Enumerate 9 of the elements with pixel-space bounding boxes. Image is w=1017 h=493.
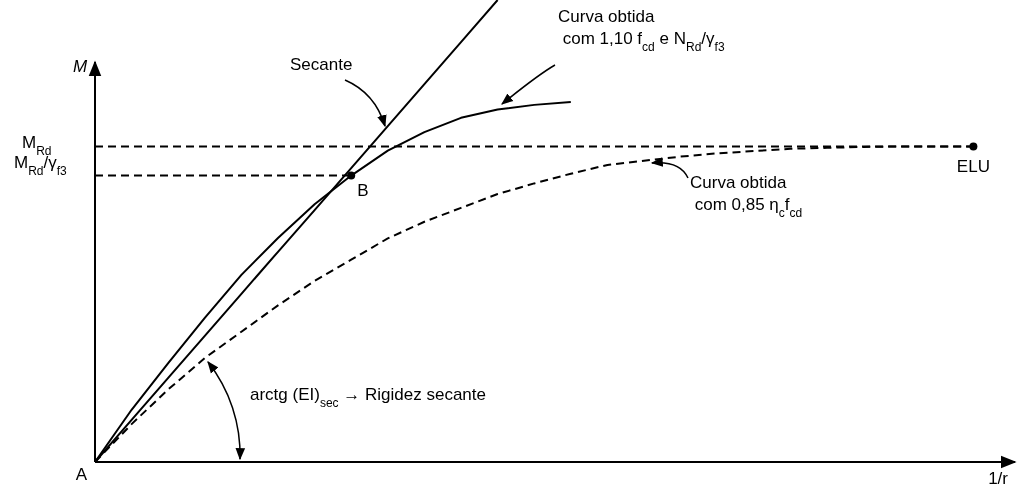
text: A: [75, 465, 88, 484]
annotation: arctg (EI)$_{sec}$ → Rigidez secante: [250, 385, 486, 410]
annotation: Curva obtida com 0,85 η$_{c}$f$_{cd}$: [690, 173, 803, 220]
annotation: Secante: [290, 55, 353, 74]
x-axis-title: 1/r: [988, 469, 1009, 488]
annotation: Curva obtida com 1,10 f$_{cd}$ e N$_{Rd}$/γ$_{f3}$: [558, 7, 725, 54]
annotation: B: [357, 181, 369, 200]
y-axis-title: M: [73, 57, 88, 76]
annotation: ELU: [956, 157, 990, 176]
